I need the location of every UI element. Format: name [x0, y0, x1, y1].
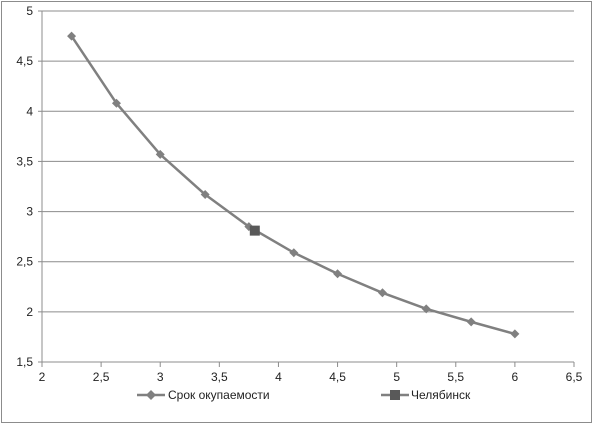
y-tick-labels: 1,5 2 2,5 3 3,5 4 4,5 5: [16, 4, 33, 369]
legend-label-payback: Срок окупаемости: [168, 388, 270, 402]
x-tick-label: 6: [512, 370, 519, 384]
x-tick-label: 6,5: [566, 370, 583, 384]
legend-label-chelyabinsk: Челябинск: [411, 388, 471, 402]
y-tick-label: 4,5: [16, 54, 33, 68]
series: [67, 31, 520, 339]
data-point-diamond: [466, 317, 476, 327]
x-tick-labels: 2 2,5 3 3,5 4 4,5 5 5,5 6 6,5: [39, 370, 583, 384]
data-point-diamond: [200, 190, 210, 200]
x-tick-label: 4,5: [329, 370, 346, 384]
data-point-diamond: [421, 304, 431, 314]
data-point-square: [249, 225, 260, 236]
data-point-diamond: [510, 329, 520, 339]
axes: [38, 10, 575, 367]
x-tick-label: 2: [39, 370, 46, 384]
legend: Срок окупаемости Челябинск: [137, 388, 471, 402]
y-tick-label: 2,5: [16, 255, 33, 269]
data-point-diamond: [333, 269, 343, 279]
data-point-diamond: [67, 31, 77, 41]
x-tick-label: 3,5: [211, 370, 228, 384]
legend-diamond-marker: [146, 390, 156, 400]
y-tick-label: 5: [26, 4, 33, 18]
y-tick-label: 3: [26, 205, 33, 219]
x-tick-label: 5: [393, 370, 400, 384]
legend-item-payback: Срок окупаемости: [137, 388, 270, 402]
x-tick-label: 2,5: [93, 370, 110, 384]
legend-square-marker: [390, 390, 400, 400]
y-tick-label: 3,5: [16, 154, 33, 168]
x-tick-label: 5,5: [447, 370, 464, 384]
data-point-diamond: [155, 149, 165, 159]
data-point-diamond: [289, 248, 299, 258]
x-tick-label: 4: [275, 370, 282, 384]
x-tick-label: 3: [157, 370, 164, 384]
data-point-diamond: [377, 288, 387, 298]
series-line-0: [70, 35, 516, 336]
y-tick-label: 2: [26, 305, 33, 319]
y-tick-label: 1,5: [16, 355, 33, 369]
gridlines: [42, 10, 574, 313]
legend-item-chelyabinsk: Челябинск: [381, 388, 471, 402]
data-point-diamond: [111, 98, 121, 108]
y-tick-label: 4: [26, 104, 33, 118]
